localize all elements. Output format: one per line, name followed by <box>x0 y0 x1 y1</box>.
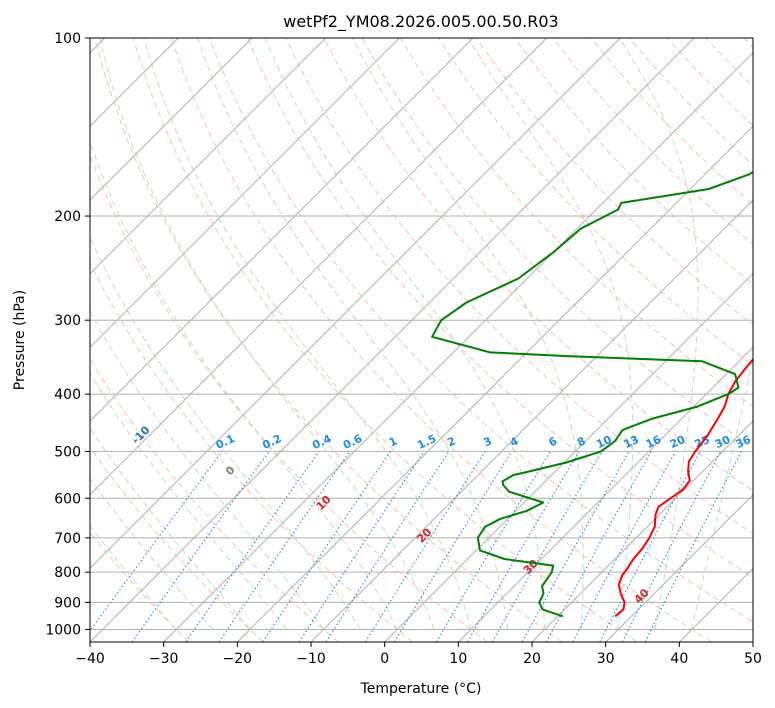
x-tick-label: −40 <box>75 651 105 667</box>
y-tick-label: 200 <box>54 209 81 225</box>
isotherm-gridline <box>90 38 400 349</box>
isotherm-gridline <box>236 125 753 642</box>
dry-adiabat <box>209 38 753 623</box>
y-tick-label: 1000 <box>45 622 81 638</box>
dry-adiabat <box>476 38 753 326</box>
y-tick-label: 400 <box>54 387 81 403</box>
moist-adiabat <box>143 38 472 630</box>
dry-adiabat <box>94 38 563 642</box>
moist-adiabat <box>197 38 509 630</box>
x-tick-label: 0 <box>380 651 389 667</box>
chart-title: wetPf2_YM08.2026.005.00.50.R03 <box>283 12 558 32</box>
mixing-ratio-line <box>90 451 223 632</box>
mixing-ratio-line <box>131 451 270 642</box>
y-tick-label: 700 <box>54 531 81 547</box>
x-tick-label: −20 <box>223 651 253 667</box>
x-tick-label: 50 <box>744 651 762 667</box>
isotherm-gridline <box>384 272 753 642</box>
mixing-ratio-line <box>545 451 652 642</box>
y-tick-label: 100 <box>54 31 81 47</box>
dry-adiabat <box>514 38 753 285</box>
profiles <box>431 170 753 618</box>
moist-adiabat <box>619 38 699 630</box>
y-tick-label: 300 <box>54 313 81 329</box>
plot-background <box>90 38 753 642</box>
mixing-ratio-line <box>644 451 742 642</box>
moist-adiabat <box>691 356 753 630</box>
mixing-ratio-label: 36 <box>734 433 754 451</box>
y-tick-label: 900 <box>54 595 81 611</box>
x-tick-label: 20 <box>523 651 541 667</box>
mixing-ratio-line <box>393 451 513 642</box>
y-axis-title: Pressure (hPa) <box>12 290 28 390</box>
mixing-ratio-line <box>298 451 425 642</box>
dewpoint-profile-line <box>431 170 753 618</box>
mixing-ratio-label: 16 <box>644 433 664 451</box>
mixing-ratio-line <box>521 451 630 642</box>
plot-frame <box>89 37 754 643</box>
isotherm-gridline <box>90 38 548 496</box>
dry-adiabat <box>132 38 638 642</box>
y-tick-label: 500 <box>54 444 81 460</box>
x-tick-label: −10 <box>296 651 326 667</box>
isotherm-gridline <box>90 38 327 275</box>
moist-adiabat <box>90 235 361 630</box>
moist-adiabat <box>90 139 398 630</box>
x-tick-label: 40 <box>670 651 688 667</box>
moist-adiabat <box>90 477 214 630</box>
moist-adiabat <box>99 38 435 630</box>
dry-adiabat <box>90 357 339 642</box>
mixing-ratio-label: 30 <box>713 433 733 451</box>
mixing-ratio-label: 20 <box>668 433 688 451</box>
y-tick-label: 600 <box>54 491 81 507</box>
isotherm-gridline <box>457 346 753 642</box>
isotherm-gridline <box>163 51 753 642</box>
dry-adiabat <box>90 446 264 642</box>
isotherm-gridline <box>90 38 474 422</box>
isotherm-gridline <box>752 641 753 642</box>
isotherm-gridline <box>90 38 253 201</box>
x-tick-label: −30 <box>149 651 179 667</box>
isotherm-gridline <box>605 493 753 642</box>
moist-adiabat <box>90 427 251 630</box>
moist-adiabat <box>352 38 584 630</box>
x-tick-label: 10 <box>449 651 467 667</box>
dry-adiabat <box>170 38 712 642</box>
mixing-ratio-line <box>621 451 722 642</box>
mixing-ratio-line <box>218 451 351 642</box>
mixing-ratio-line <box>325 451 450 642</box>
moist-adiabat <box>467 38 634 630</box>
temperature-profile-line <box>614 357 753 618</box>
isotherm-gridline <box>90 38 695 642</box>
y-tick-label: 800 <box>54 565 81 581</box>
isotherm-gridline <box>90 38 621 570</box>
dry-adiabat <box>247 38 753 578</box>
dry-adiabat <box>323 38 753 492</box>
x-axis-title: Temperature (°C) <box>360 681 482 697</box>
mixing-ratio-line <box>262 451 391 642</box>
isotherm-gridline <box>531 420 753 642</box>
dry-adiabat <box>90 261 414 642</box>
moist-adiabat <box>90 310 324 630</box>
mixing-ratio-label: 13 <box>622 433 641 451</box>
axes: −40 −30 −20 −10 0 10 20 30 40 50 1000 900 800 700 600 5… <box>45 31 762 667</box>
moist-adiabat <box>90 524 177 630</box>
mixing-ratio-line <box>185 451 320 642</box>
x-tick-label: 30 <box>597 651 615 667</box>
moist-adiabat <box>90 372 288 630</box>
mixing-ratio-line <box>572 451 676 642</box>
